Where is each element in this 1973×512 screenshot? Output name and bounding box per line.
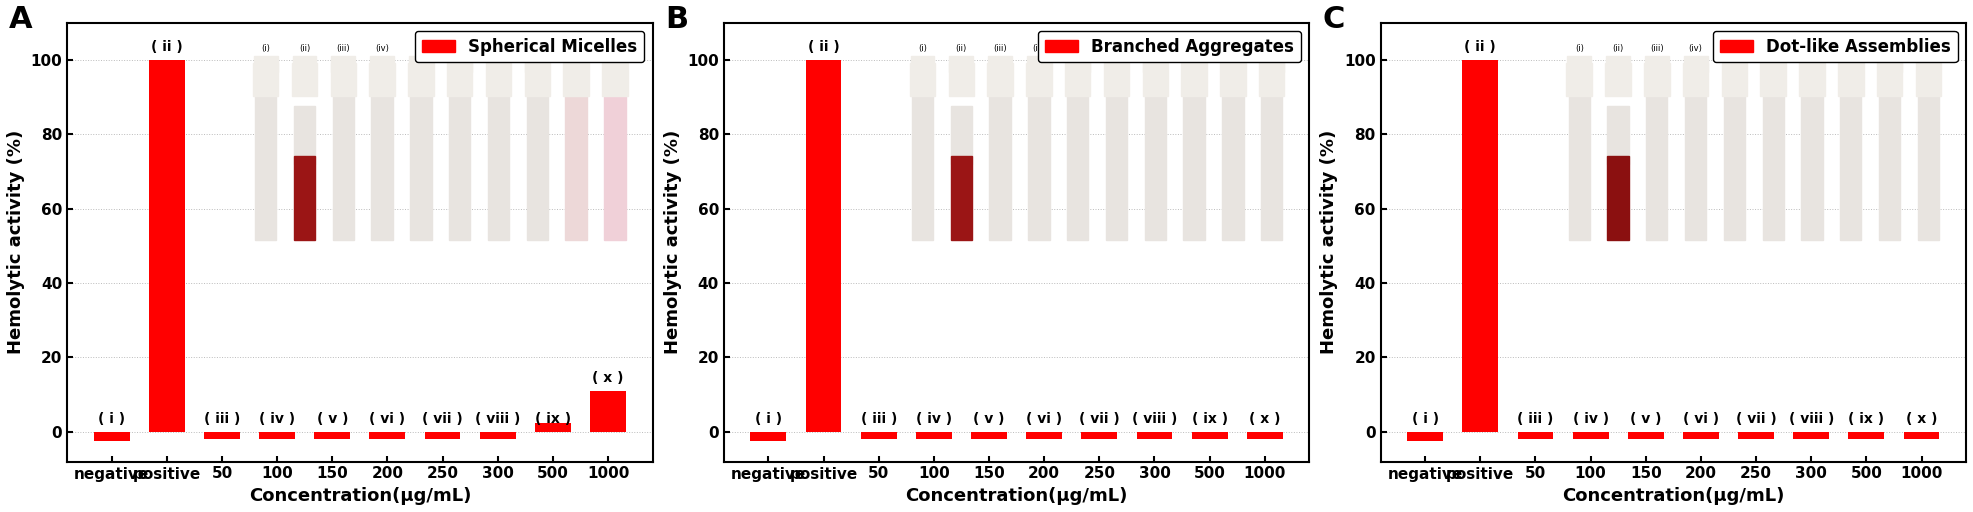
Bar (1136, 432, 1172, 439)
Text: ( vi ): ( vi ) (1026, 412, 1061, 426)
X-axis label: Concentration(μg/mL): Concentration(μg/mL) (906, 487, 1129, 505)
Text: ( v ): ( v ) (973, 412, 1004, 426)
Text: ( ii ): ( ii ) (1464, 40, 1496, 54)
Bar (805, 60, 840, 432)
Bar (1738, 432, 1774, 439)
Bar (258, 432, 296, 439)
Bar (750, 432, 787, 441)
Text: ( x ): ( x ) (1249, 412, 1280, 426)
Text: C: C (1322, 5, 1344, 34)
Y-axis label: Hemolytic activity (%): Hemolytic activity (%) (8, 130, 26, 354)
Bar (971, 432, 1006, 439)
Bar (1628, 432, 1663, 439)
Bar (1081, 432, 1117, 439)
Bar (590, 391, 625, 432)
Bar (95, 432, 130, 441)
Bar (1849, 432, 1884, 439)
Bar (1026, 432, 1061, 439)
Bar (915, 432, 951, 439)
Text: A: A (8, 5, 32, 34)
Bar (1517, 432, 1553, 439)
Text: ( viii ): ( viii ) (475, 412, 521, 426)
Text: ( x ): ( x ) (592, 371, 623, 386)
Text: ( iv ): ( iv ) (258, 412, 296, 426)
Text: ( iv ): ( iv ) (1572, 412, 1608, 426)
Legend: Dot-like Assemblies: Dot-like Assemblies (1713, 31, 1957, 62)
Text: ( vii ): ( vii ) (1079, 412, 1121, 426)
Legend: Branched Aggregates: Branched Aggregates (1038, 31, 1300, 62)
Text: ( i ): ( i ) (1411, 412, 1438, 426)
Bar (1572, 432, 1608, 439)
Text: ( ix ): ( ix ) (1192, 412, 1227, 426)
Text: ( vi ): ( vi ) (1683, 412, 1718, 426)
Text: ( i ): ( i ) (99, 412, 124, 426)
Bar (1407, 432, 1442, 441)
Text: ( vi ): ( vi ) (369, 412, 406, 426)
Text: ( vii ): ( vii ) (1736, 412, 1776, 426)
Bar (1192, 432, 1227, 439)
Y-axis label: Hemolytic activity (%): Hemolytic activity (%) (663, 130, 683, 354)
Bar (314, 432, 349, 439)
Text: ( iii ): ( iii ) (203, 412, 241, 426)
Text: ( iv ): ( iv ) (915, 412, 951, 426)
Text: ( vii ): ( vii ) (422, 412, 464, 426)
Text: ( ix ): ( ix ) (1849, 412, 1884, 426)
Bar (535, 422, 570, 432)
Text: ( viii ): ( viii ) (1788, 412, 1833, 426)
Bar (148, 60, 185, 432)
Text: ( x ): ( x ) (1906, 412, 1937, 426)
Bar (1683, 432, 1718, 439)
Bar (1247, 432, 1282, 439)
Bar (203, 432, 241, 439)
Bar (424, 432, 460, 439)
Text: ( v ): ( v ) (316, 412, 347, 426)
Y-axis label: Hemolytic activity (%): Hemolytic activity (%) (1320, 130, 1338, 354)
Bar (1793, 432, 1829, 439)
Text: ( viii ): ( viii ) (1133, 412, 1178, 426)
Bar (1462, 60, 1498, 432)
Text: ( ii ): ( ii ) (807, 40, 839, 54)
Text: ( i ): ( i ) (756, 412, 781, 426)
X-axis label: Concentration(μg/mL): Concentration(μg/mL) (249, 487, 472, 505)
Bar (860, 432, 896, 439)
Text: ( ix ): ( ix ) (535, 412, 570, 426)
X-axis label: Concentration(μg/mL): Concentration(μg/mL) (1563, 487, 1784, 505)
Text: ( v ): ( v ) (1630, 412, 1661, 426)
Text: ( ii ): ( ii ) (150, 40, 183, 54)
Bar (1904, 432, 1939, 439)
Text: ( iii ): ( iii ) (860, 412, 898, 426)
Text: ( iii ): ( iii ) (1517, 412, 1553, 426)
Bar (479, 432, 515, 439)
Legend: Spherical Micelles: Spherical Micelles (414, 31, 645, 62)
Text: B: B (665, 5, 689, 34)
Bar (369, 432, 404, 439)
